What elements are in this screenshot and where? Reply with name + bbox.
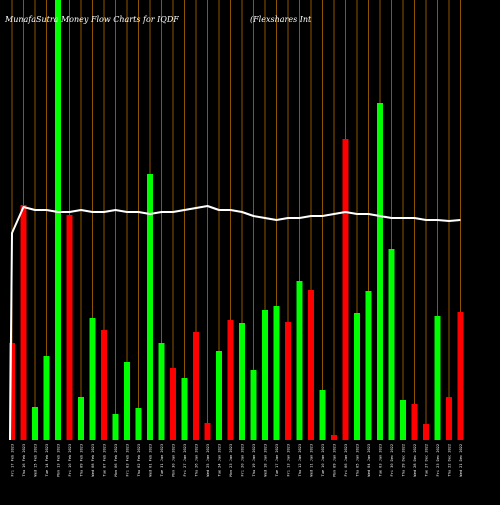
x-tick-label: Tue 07 Feb 2023: [103, 444, 107, 476]
bar-green: [262, 310, 268, 440]
bar-red: [227, 320, 234, 440]
x-tick-label: Mon 09 Jan 2023: [333, 444, 337, 476]
x-tick-label: Tue 17 Jan 2023: [275, 444, 279, 476]
x-tick-label: Tue 14 Feb 2023: [45, 444, 49, 476]
chart-title-right: (Flexshares Int: [250, 15, 312, 24]
x-tick-label: Thu 12 Jan 2023: [298, 444, 302, 476]
x-tick-label: Wed 21 Dec 2022: [459, 444, 463, 476]
bar-green: [147, 174, 153, 440]
price-line-layer: [9, 205, 461, 441]
bar-red: [193, 332, 199, 440]
x-tick-label: Thu 26 Jan 2023: [195, 444, 199, 476]
x-tick-label: Fri 13 Jan 2023: [287, 444, 291, 476]
bar-green: [319, 390, 326, 440]
x-tick-label: Mon 06 Feb 2023: [114, 444, 118, 476]
x-tick-label: Thu 19 Jan 2023: [252, 444, 256, 476]
bar-green: [89, 318, 96, 440]
bar-green: [365, 291, 372, 440]
bar-green: [181, 378, 188, 440]
x-tick-label: Fri 20 Jan 2023: [241, 444, 245, 476]
x-tick-label: Thu 29 Dec 2022: [402, 444, 406, 476]
x-tick-label: Fri 03 Feb 2023: [126, 444, 130, 476]
bar-green: [377, 103, 383, 440]
x-tick-label: Thu 05 Jan 2023: [356, 444, 360, 476]
bar-red: [9, 343, 15, 440]
bar-green: [296, 281, 303, 440]
bar-red: [20, 205, 27, 440]
bar-red: [204, 423, 211, 440]
x-tick-label: Tue 03 Jan 2023: [379, 444, 383, 476]
x-tick-label: Wed 25 Jan 2023: [206, 444, 210, 476]
bar-green: [32, 407, 38, 440]
x-tick-labels: Fri 17 Feb 2023 Thu 16 Feb 2023 Wed 15 Feb…: [11, 444, 464, 476]
x-tick-label: Tue 24 Jan 2023: [218, 444, 222, 476]
bar-green: [400, 400, 406, 440]
x-tick-label: Fri 10 Feb 2023: [68, 444, 72, 476]
bar-green: [55, 0, 61, 440]
bar-green: [135, 408, 142, 440]
x-tick-label: Fri 23 Dec 2022: [436, 444, 440, 476]
bar-red: [342, 139, 349, 440]
x-tick-label: Wed 28 Dec 2022: [413, 444, 417, 476]
x-tick-label: Wed 18 Jan 2023: [264, 444, 268, 476]
bar-red: [457, 312, 464, 440]
x-tick-label: Tue 10 Jan 2023: [321, 444, 325, 476]
bar-red: [170, 368, 176, 440]
bar-green: [78, 397, 84, 440]
x-tick-label: Wed 15 Feb 2023: [34, 444, 38, 476]
bar-red: [308, 290, 314, 440]
x-tick-label: Fri 06 Jan 2023: [344, 444, 348, 476]
x-tick-label: Fri 27 Jan 2023: [183, 444, 187, 476]
bar-green: [112, 414, 119, 440]
bar-green: [388, 249, 395, 440]
bar-red: [423, 424, 429, 440]
x-tick-label: Wed 08 Feb 2023: [91, 444, 95, 476]
bar-green: [43, 356, 50, 440]
x-tick-label: Tue 27 Dec 2022: [425, 444, 429, 476]
x-tick-label: Fri 17 Feb 2023: [11, 444, 15, 476]
x-tick-label: Tue 31 Jan 2023: [160, 444, 164, 476]
price-line: [9, 205, 461, 441]
x-tick-label: Wed 11 Jan 2023: [310, 444, 314, 476]
x-tick-label: Mon 30 Jan 2023: [172, 444, 176, 476]
x-tick-label: Thu 02 Feb 2023: [137, 444, 141, 476]
bar-green: [124, 362, 130, 440]
x-tick-label: Thu 09 Feb 2023: [80, 444, 84, 476]
bar-red: [331, 435, 337, 440]
bar-green: [354, 313, 360, 440]
x-tick-label: Mon 13 Feb 2023: [57, 444, 61, 476]
bar-red: [411, 404, 418, 440]
bar-red: [285, 322, 291, 440]
bar-green: [158, 343, 165, 440]
bar-green: [273, 306, 280, 440]
x-tick-label: Thu 16 Feb 2023: [22, 444, 26, 476]
x-tick-label: Fri 30 Dec 2022: [390, 444, 394, 476]
bar-green: [216, 351, 222, 440]
x-tick-label: Wed 01 Feb 2023: [149, 444, 153, 476]
bar-red: [66, 215, 73, 440]
bars: [9, 0, 464, 440]
bar-red: [101, 330, 107, 440]
chart-title-left: MunafaSutra Money Flow Charts for IQDF: [4, 15, 179, 24]
bar-green: [434, 316, 441, 440]
bar-red: [446, 397, 452, 440]
x-tick-label: Wed 04 Jan 2023: [367, 444, 371, 476]
bar-green: [250, 370, 257, 440]
x-tick-label: Thu 22 Dec 2022: [448, 444, 452, 476]
bar-green: [239, 323, 245, 440]
x-tick-label: Mon 23 Jan 2023: [229, 444, 233, 476]
